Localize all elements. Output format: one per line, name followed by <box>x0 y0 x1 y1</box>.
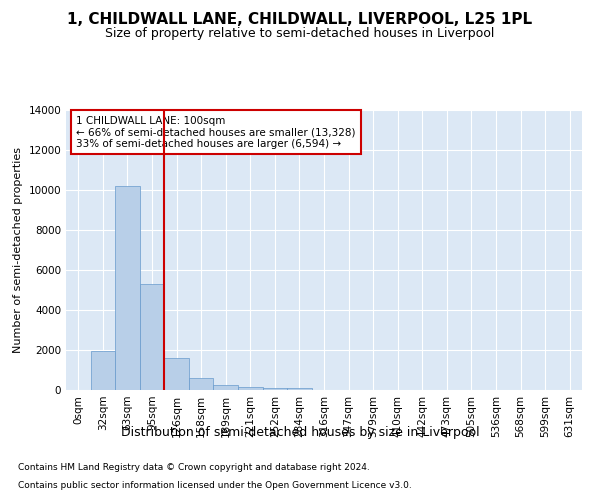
Bar <box>91 351 115 390</box>
Text: Contains public sector information licensed under the Open Government Licence v3: Contains public sector information licen… <box>18 481 412 490</box>
Bar <box>214 384 238 390</box>
Bar <box>115 186 140 390</box>
Text: Distribution of semi-detached houses by size in Liverpool: Distribution of semi-detached houses by … <box>121 426 479 439</box>
Text: Contains HM Land Registry data © Crown copyright and database right 2024.: Contains HM Land Registry data © Crown c… <box>18 464 370 472</box>
Bar <box>140 284 164 390</box>
Text: 1 CHILDWALL LANE: 100sqm
← 66% of semi-detached houses are smaller (13,328)
33% : 1 CHILDWALL LANE: 100sqm ← 66% of semi-d… <box>76 116 356 149</box>
Bar <box>238 386 263 390</box>
Y-axis label: Number of semi-detached properties: Number of semi-detached properties <box>13 147 23 353</box>
Bar <box>263 388 287 390</box>
Text: Size of property relative to semi-detached houses in Liverpool: Size of property relative to semi-detach… <box>106 28 494 40</box>
Bar <box>189 378 214 390</box>
Bar <box>287 388 312 390</box>
Bar <box>164 358 189 390</box>
Text: 1, CHILDWALL LANE, CHILDWALL, LIVERPOOL, L25 1PL: 1, CHILDWALL LANE, CHILDWALL, LIVERPOOL,… <box>67 12 533 28</box>
